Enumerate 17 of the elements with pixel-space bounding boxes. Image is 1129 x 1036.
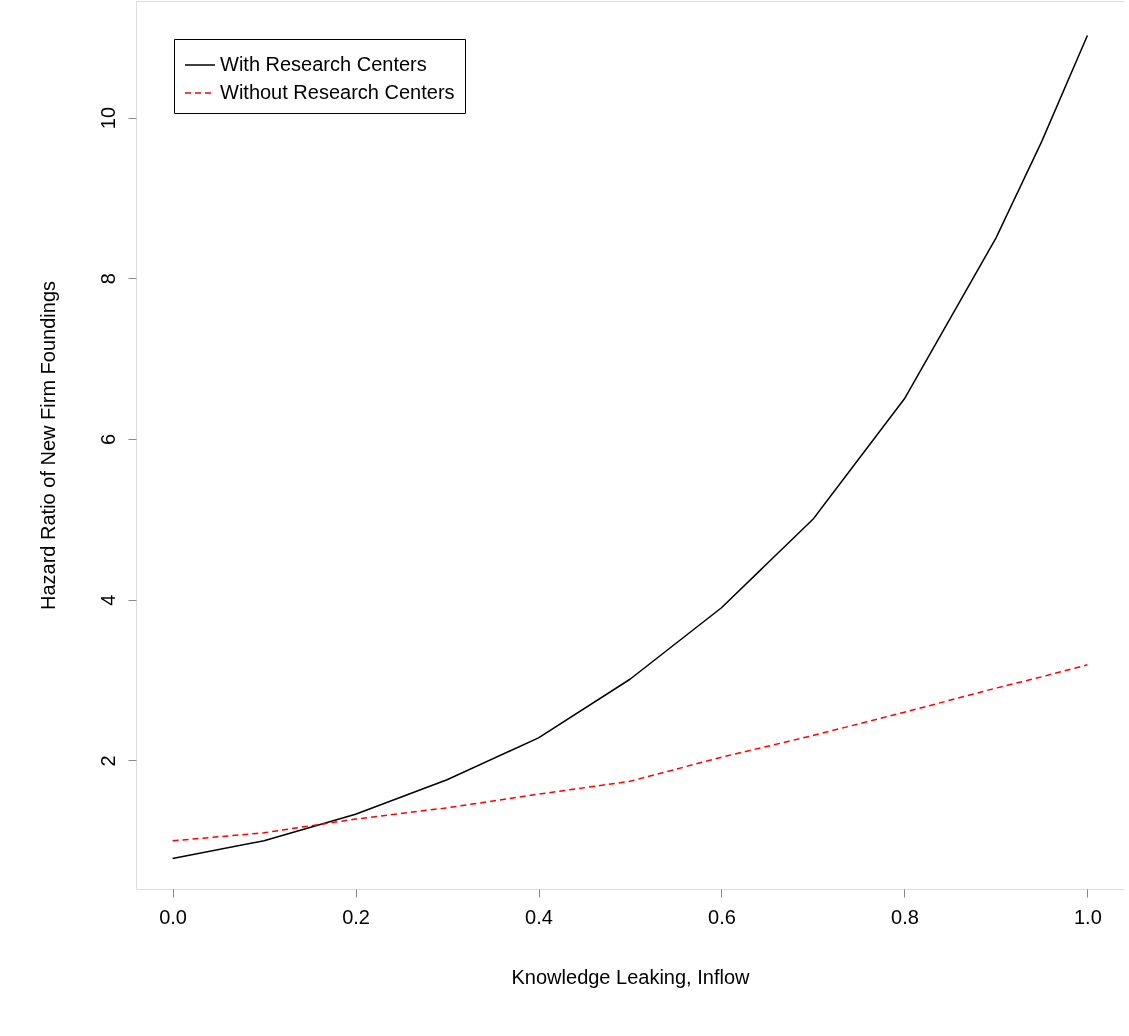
line-series (171, 664, 1089, 842)
y-tick-label: 10 (96, 106, 119, 130)
x-tick-label: 0.6 (708, 905, 736, 928)
x-tick-label: 1.0 (1074, 905, 1102, 928)
y-tick-label: 6 (96, 433, 119, 446)
legend-label: With Research Centers (220, 53, 427, 75)
x-tick-label: 0.4 (525, 905, 553, 928)
legend-label: Without Research Centers (220, 81, 455, 103)
x-tick-label: 0.8 (891, 905, 919, 928)
y-tick-label: 2 (96, 755, 119, 767)
x-tick-label: 0.0 (159, 905, 187, 928)
x-tick-label: 0.2 (342, 905, 370, 928)
y-tick-label: 4 (96, 594, 119, 606)
y-axis-title: Hazard Ratio of New Firm Foundings (36, 280, 59, 611)
y-tick-label: 8 (96, 273, 119, 285)
x-axis-title: Knowledge Leaking, Inflow (511, 965, 751, 988)
line-series (171, 34, 1089, 860)
